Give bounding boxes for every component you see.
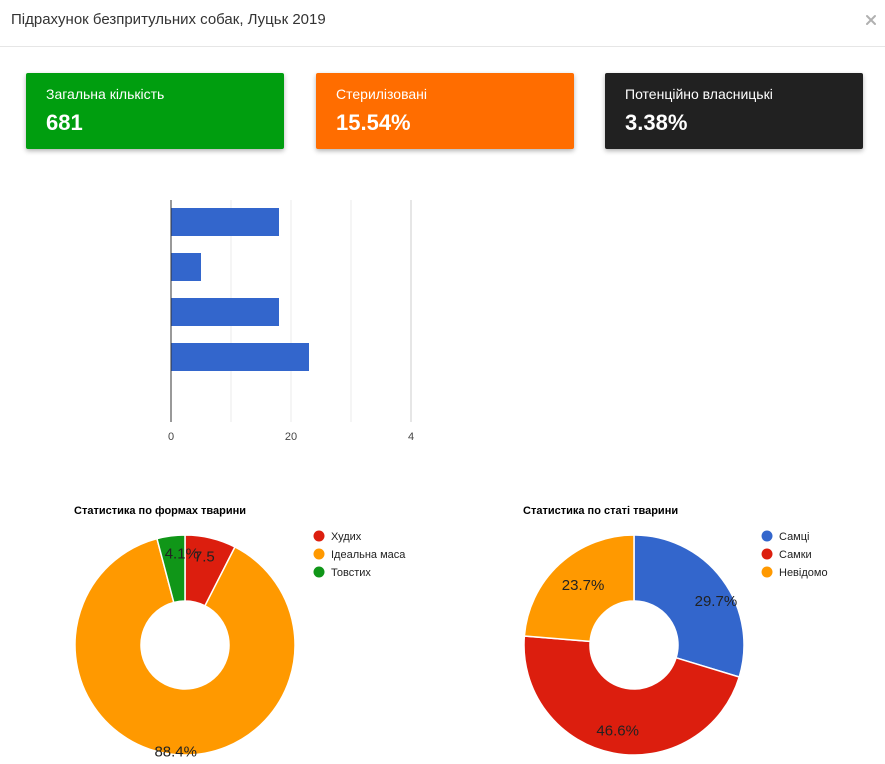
bar	[171, 208, 279, 236]
legend-marker	[314, 531, 325, 542]
bar-tick-label: 4	[408, 431, 414, 443]
page-title: Підрахунок безпритульних собак, Луцьк 20…	[11, 11, 326, 28]
stat-value-owned: 3.38%	[625, 110, 843, 136]
legend-label: Ідеальна маса	[331, 549, 406, 561]
pie-value-label: 4.1%	[165, 546, 199, 563]
bar-tick-label: 0	[168, 431, 174, 443]
legend-marker	[314, 567, 325, 578]
pie-chart-sex: Статистика по статі тварини 29.7% 46.6% 23.…	[510, 495, 880, 760]
pie-title: Статистика по формах тварини	[74, 505, 246, 517]
stat-card-owned: Потенційно власницькі 3.38%	[605, 73, 863, 149]
bar-tick-label: 20	[285, 431, 297, 443]
legend-label: Товстих	[331, 567, 371, 579]
legend-label: Невідомо	[779, 567, 828, 579]
stat-label-owned: Потенційно власницькі	[625, 86, 843, 102]
pie-value-label: 23.7%	[562, 577, 605, 594]
stat-label-total: Загальна кількість	[46, 86, 264, 102]
modal-header: Підрахунок безпритульних собак, Луцьк 20…	[0, 0, 885, 47]
legend-marker	[314, 549, 325, 560]
legend-marker	[762, 549, 773, 560]
pie-title: Статистика по статі тварини	[523, 505, 678, 517]
stat-value-total: 681	[46, 110, 264, 136]
stat-card-total: Загальна кількість 681	[26, 73, 284, 149]
stat-card-sterilized: Стерилізовані 15.54%	[316, 73, 574, 149]
stats-modal: Підрахунок безпритульних собак, Луцьк 20…	[0, 0, 885, 764]
legend-marker	[762, 567, 773, 578]
bar	[171, 298, 279, 326]
close-icon[interactable]	[864, 11, 878, 27]
pie-chart-forms: Статистика по формах тварини7.588.4%4.1%…	[60, 495, 440, 760]
legend-label: Худих	[331, 531, 362, 543]
legend-label: Самці	[779, 531, 810, 543]
bar	[171, 253, 201, 281]
legend-marker	[762, 531, 773, 542]
pie-value-label: 46.6%	[596, 722, 639, 739]
stat-label-sterilized: Стерилізовані	[336, 86, 554, 102]
stat-value-sterilized: 15.54%	[336, 110, 554, 136]
bar-chart: 0 20 4	[160, 190, 440, 450]
pie-value-label: 88.4%	[154, 744, 197, 760]
pie-value-label: 29.7%	[695, 593, 738, 610]
legend-label: Самки	[779, 549, 812, 561]
bar	[171, 343, 309, 371]
